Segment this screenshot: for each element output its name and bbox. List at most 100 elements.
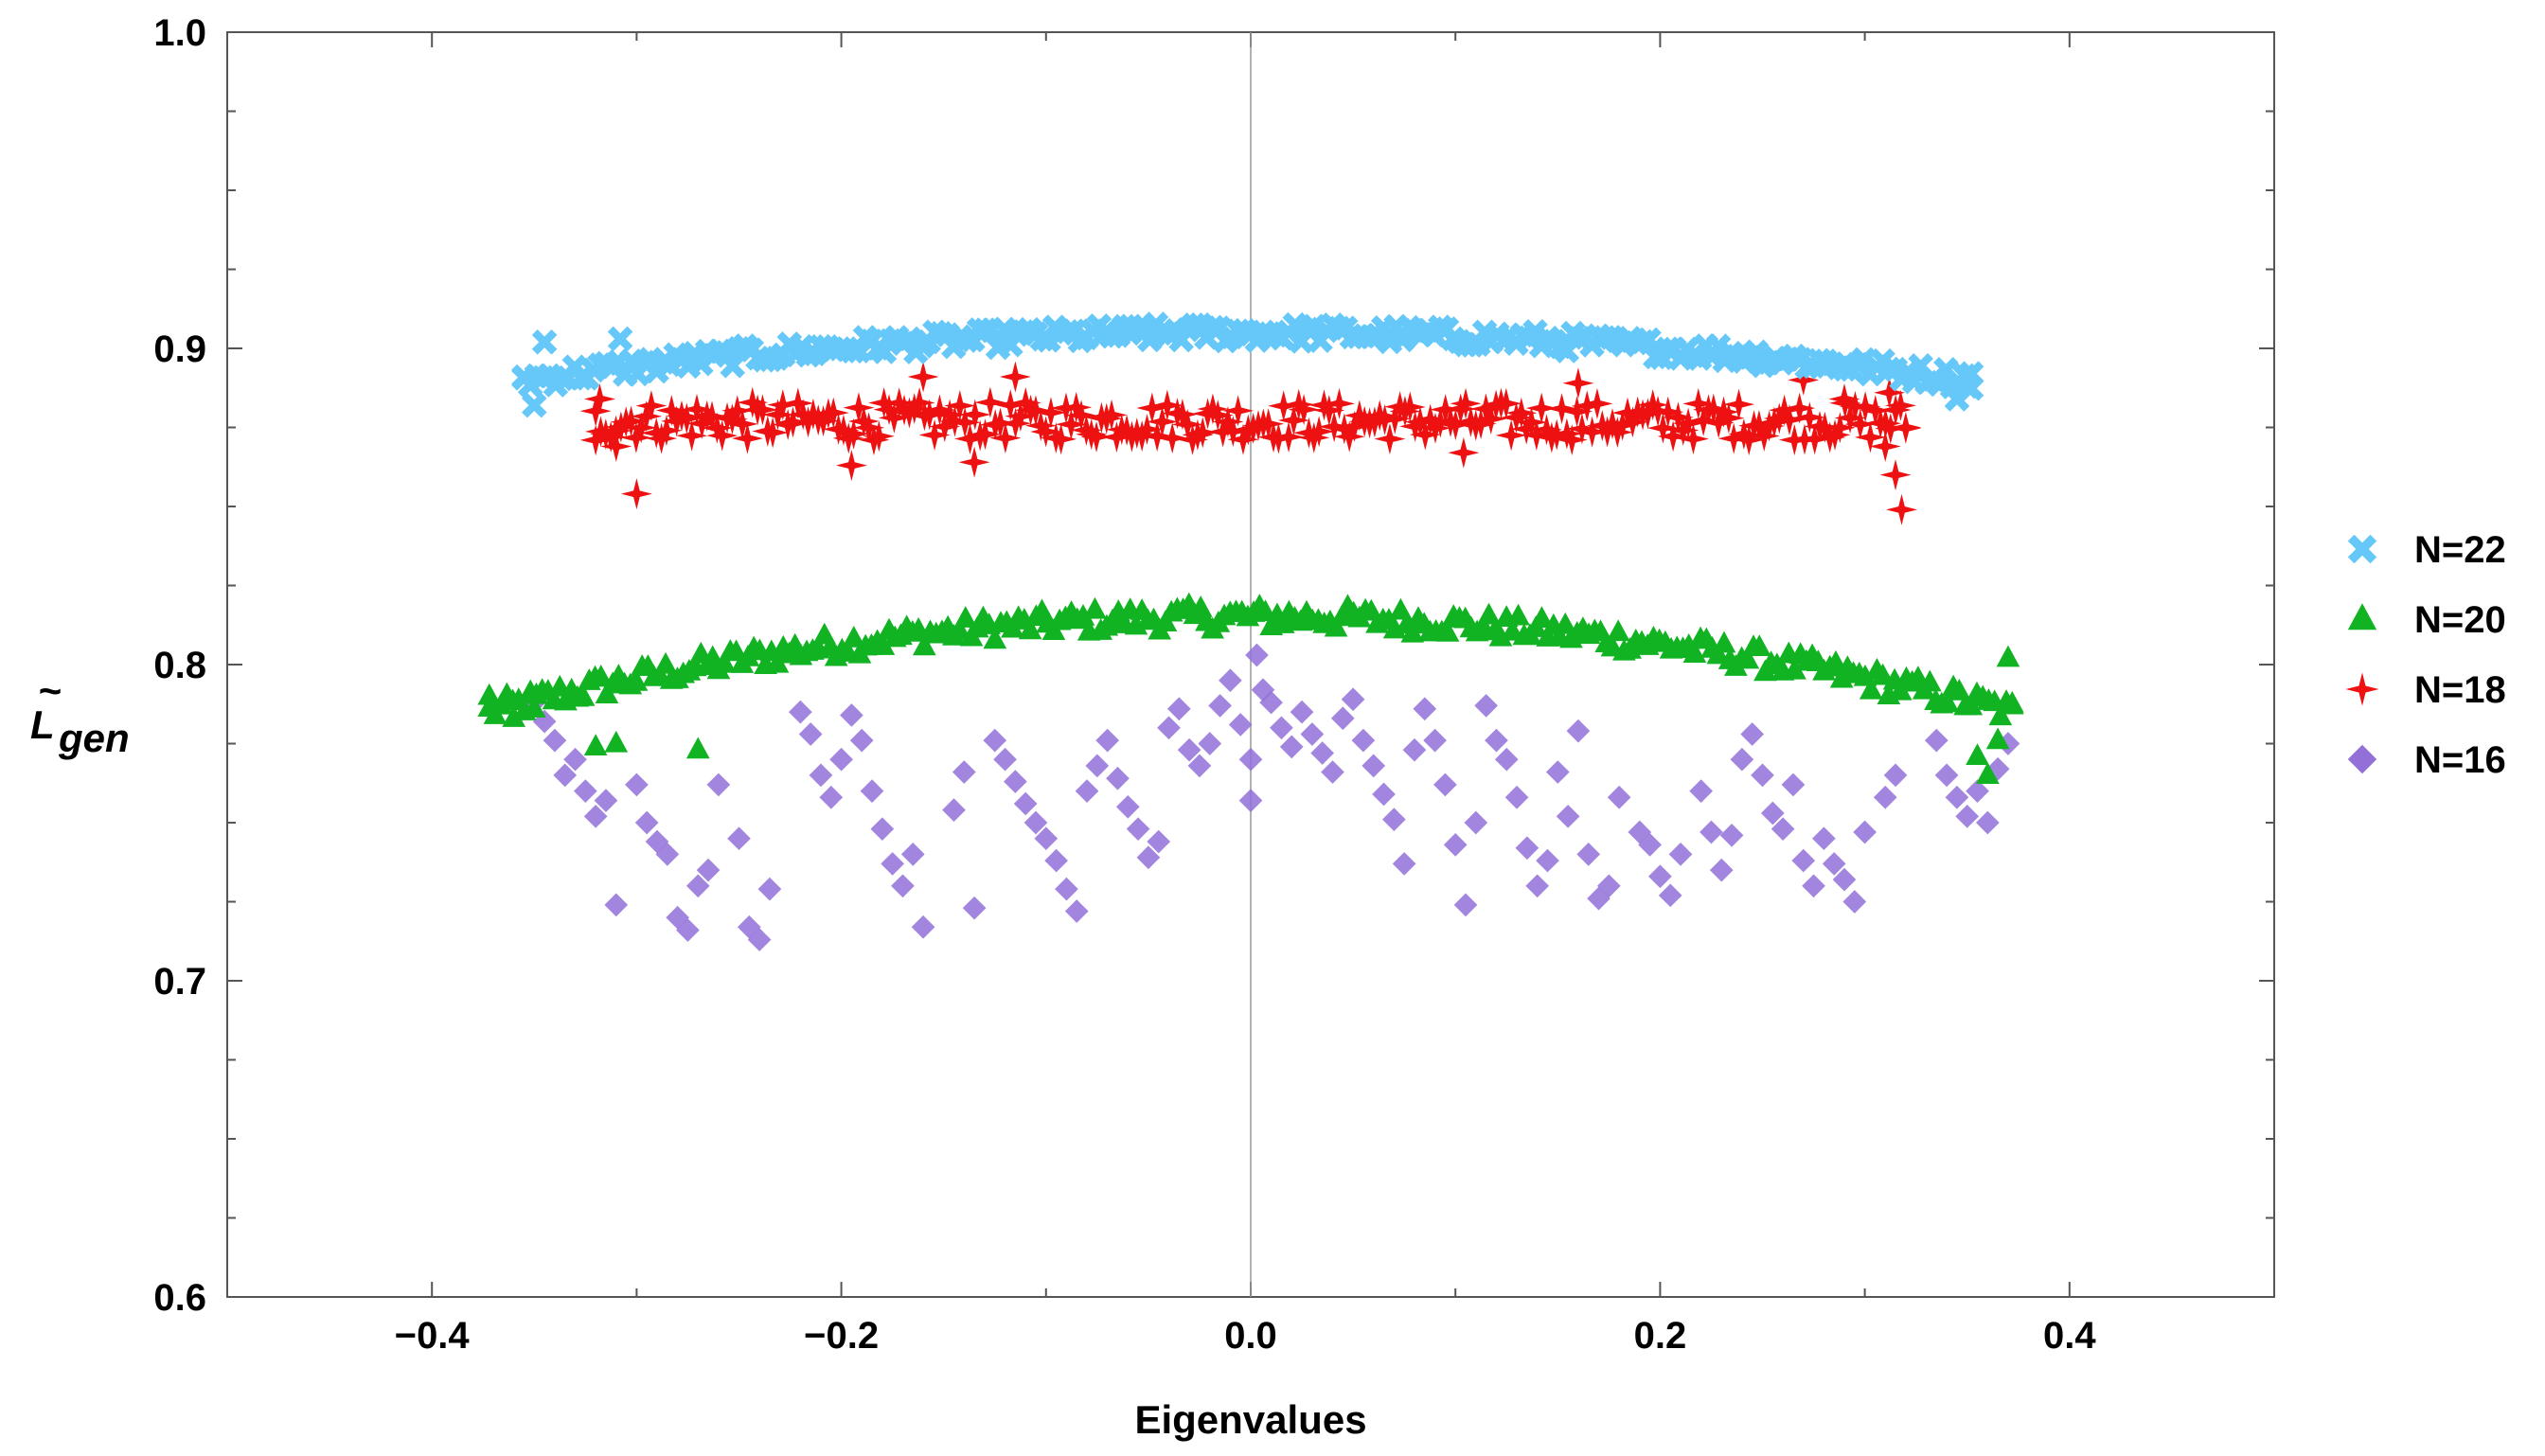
data-point bbox=[1095, 728, 1120, 753]
data-point bbox=[761, 399, 793, 431]
data-point bbox=[1788, 364, 1820, 396]
data-point bbox=[1869, 431, 1901, 463]
data-point bbox=[1298, 421, 1330, 453]
data-point bbox=[934, 399, 966, 431]
data-point bbox=[1292, 417, 1325, 449]
data-point bbox=[1723, 388, 1755, 420]
data-point bbox=[1439, 409, 1471, 441]
data-point bbox=[1658, 883, 1682, 908]
data-point bbox=[1783, 657, 1806, 680]
data-point bbox=[1717, 422, 1750, 454]
legend-item: N=18 bbox=[2345, 669, 2506, 711]
data-point bbox=[1758, 406, 1790, 438]
data-point bbox=[1419, 412, 1451, 444]
data-point bbox=[1793, 401, 1825, 434]
data-point bbox=[1581, 387, 1613, 419]
data-point bbox=[1890, 412, 1922, 443]
data-point bbox=[653, 651, 678, 674]
data-point bbox=[1237, 412, 1270, 444]
legend-item: N=22 bbox=[2347, 529, 2506, 571]
data-point bbox=[1198, 732, 1222, 755]
data-point bbox=[1469, 393, 1502, 425]
data-point bbox=[1013, 791, 1038, 816]
data-point bbox=[1638, 833, 1662, 857]
data-point bbox=[1859, 677, 1883, 700]
data-point bbox=[1601, 417, 1633, 449]
data-point bbox=[1812, 826, 1836, 851]
data-point bbox=[1156, 321, 1182, 346]
data-point bbox=[1009, 387, 1041, 419]
data-point bbox=[563, 747, 587, 772]
data-point bbox=[1435, 620, 1460, 642]
data-point bbox=[1300, 722, 1325, 746]
data-point bbox=[1873, 785, 1897, 809]
data-point bbox=[635, 390, 667, 422]
data-point bbox=[1156, 422, 1188, 454]
data-point bbox=[983, 728, 1007, 753]
data-point bbox=[1034, 826, 1059, 851]
y-tick-label: 1.0 bbox=[153, 12, 206, 54]
legend-label: N=22 bbox=[2414, 529, 2506, 571]
data-point bbox=[1702, 407, 1735, 439]
data-point bbox=[1522, 319, 1548, 345]
data-point bbox=[1308, 389, 1340, 421]
data-point bbox=[1192, 398, 1224, 430]
data-point bbox=[1262, 422, 1294, 454]
data-point bbox=[1637, 389, 1669, 421]
data-point bbox=[923, 394, 955, 426]
data-point bbox=[808, 405, 840, 437]
data-point bbox=[1166, 697, 1191, 721]
data-point bbox=[1860, 395, 1892, 427]
data-point bbox=[731, 422, 763, 454]
y-tick-label: 0.8 bbox=[153, 645, 206, 686]
data-point bbox=[1136, 392, 1168, 424]
data-point bbox=[737, 914, 761, 939]
data-point bbox=[1586, 410, 1618, 442]
data-point bbox=[676, 918, 700, 942]
data-point bbox=[1423, 728, 1447, 753]
data-point bbox=[655, 395, 687, 427]
data-point bbox=[1531, 414, 1563, 446]
data-point bbox=[746, 394, 778, 426]
data-point bbox=[589, 665, 614, 686]
data-point bbox=[1474, 694, 1498, 718]
data-point bbox=[1763, 402, 1795, 435]
data-point bbox=[1288, 394, 1320, 426]
data-point bbox=[881, 852, 904, 876]
data-point bbox=[789, 700, 812, 724]
data-point bbox=[1283, 388, 1315, 420]
data-point bbox=[873, 394, 905, 426]
data-point bbox=[1085, 754, 1110, 778]
data-point bbox=[944, 390, 976, 422]
data-point bbox=[1975, 762, 2000, 784]
data-point bbox=[543, 728, 567, 753]
data-point bbox=[1095, 399, 1128, 431]
data-point bbox=[1521, 418, 1553, 451]
data-point bbox=[832, 422, 864, 454]
series-n22 bbox=[511, 311, 1984, 418]
data-point bbox=[1712, 630, 1736, 653]
legend: N=22 N=20 N=18 N=16 bbox=[2345, 529, 2506, 781]
data-point bbox=[1646, 412, 1679, 444]
data-point bbox=[1781, 772, 1806, 797]
data-point bbox=[1667, 414, 1700, 446]
data-point bbox=[843, 392, 875, 424]
data-point bbox=[918, 419, 951, 452]
data-point bbox=[1126, 817, 1150, 842]
data-point bbox=[1389, 396, 1421, 428]
data-point bbox=[871, 633, 896, 655]
data-point bbox=[1065, 400, 1097, 432]
data-point bbox=[1607, 409, 1639, 441]
data-point bbox=[1682, 387, 1715, 419]
data-point bbox=[1884, 389, 1916, 421]
data-point bbox=[900, 843, 925, 866]
data-point bbox=[1271, 612, 1295, 633]
data-point bbox=[1576, 843, 1601, 866]
svg-text:L: L bbox=[30, 702, 55, 747]
data-point bbox=[747, 928, 772, 951]
x-tick-label: 0.0 bbox=[1224, 1315, 1277, 1357]
data-point bbox=[868, 387, 900, 419]
data-point bbox=[712, 650, 737, 673]
data-point bbox=[819, 785, 844, 809]
data-point bbox=[983, 627, 1007, 649]
